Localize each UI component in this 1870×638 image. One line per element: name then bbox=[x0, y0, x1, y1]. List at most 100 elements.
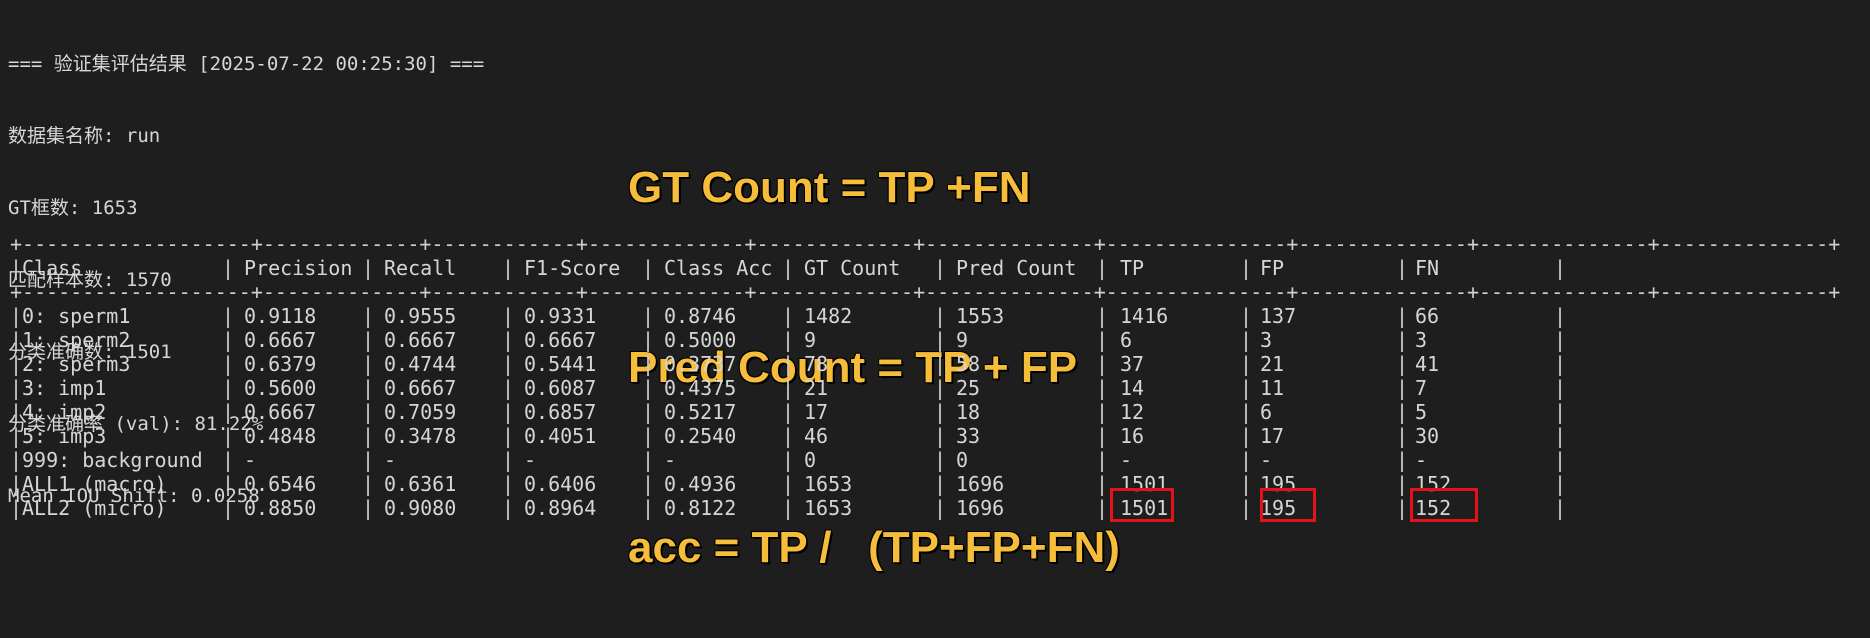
column-separator: | bbox=[222, 328, 235, 352]
column-separator: | bbox=[642, 304, 655, 328]
cell-gt-count: 1653 bbox=[804, 472, 853, 496]
column-separator: | bbox=[1096, 304, 1109, 328]
cell-class: 5: imp3 bbox=[22, 424, 107, 448]
cell-recall: - bbox=[384, 448, 397, 472]
cell-tp: TP bbox=[1120, 256, 1145, 280]
cell-gt-count: 78 bbox=[804, 352, 829, 376]
cell-class: ALL1 (macro) bbox=[22, 472, 167, 496]
cell-f1-score: 0.9331 bbox=[524, 304, 597, 328]
cell-recall: 0.9080 bbox=[384, 496, 457, 520]
cell-tp: 14 bbox=[1120, 376, 1145, 400]
column-separator: | bbox=[642, 472, 655, 496]
table-row-all1-macro: | | | | | | | | | | | ALL1 (macro) 0.6546 0.6361 0.640… bbox=[10, 472, 1870, 496]
column-separator: | bbox=[1396, 256, 1409, 280]
column-separator: | bbox=[782, 352, 795, 376]
cell-fn: 3 bbox=[1415, 328, 1428, 352]
cell-class-acc: 0.8122 bbox=[664, 496, 737, 520]
cell-pred-count: 1553 bbox=[956, 304, 1005, 328]
cell-fp: 11 bbox=[1260, 376, 1285, 400]
cell-tp: 16 bbox=[1120, 424, 1145, 448]
cell-class-acc: 0.5000 bbox=[664, 328, 737, 352]
column-separator: | bbox=[1396, 448, 1409, 472]
column-separator: | bbox=[10, 448, 23, 472]
column-separator: | bbox=[782, 304, 795, 328]
column-separator: | bbox=[362, 496, 375, 520]
highlight-fp-box bbox=[1260, 488, 1316, 522]
column-separator: | bbox=[1554, 304, 1567, 328]
column-separator: | bbox=[1096, 448, 1109, 472]
column-separator: | bbox=[502, 376, 515, 400]
column-separator: | bbox=[782, 400, 795, 424]
cell-fn: 66 bbox=[1415, 304, 1440, 328]
column-separator: | bbox=[1396, 376, 1409, 400]
cell-tp: 1501 bbox=[1120, 496, 1169, 520]
column-separator: | bbox=[10, 352, 23, 376]
cell-f1-score: F1-Score bbox=[524, 256, 621, 280]
cell-fp: 3 bbox=[1260, 328, 1273, 352]
cell-class-acc: 0.4936 bbox=[664, 472, 737, 496]
cell-f1-score: - bbox=[524, 448, 537, 472]
cell-precision: 0.5600 bbox=[244, 376, 317, 400]
cell-fn: 152 bbox=[1415, 472, 1452, 496]
column-separator: | bbox=[362, 328, 375, 352]
column-separator: | bbox=[10, 400, 23, 424]
formula-pred-count: Pred Count = TP + FP bbox=[628, 343, 1078, 392]
cell-class-acc: 0.3737 bbox=[664, 352, 737, 376]
column-separator: | bbox=[222, 400, 235, 424]
column-separator: | bbox=[362, 400, 375, 424]
column-separator: | bbox=[10, 376, 23, 400]
cell-gt-count: 1653 bbox=[804, 496, 853, 520]
column-separator: | bbox=[1396, 496, 1409, 520]
column-separator: | bbox=[1396, 400, 1409, 424]
cell-gt-count: 9 bbox=[804, 328, 817, 352]
cell-fp: 17 bbox=[1260, 424, 1285, 448]
cell-pred-count: 58 bbox=[956, 352, 981, 376]
cell-precision: Precision bbox=[244, 256, 353, 280]
column-separator: | bbox=[362, 376, 375, 400]
cell-tp: 1416 bbox=[1120, 304, 1169, 328]
cell-fp: 6 bbox=[1260, 400, 1273, 424]
column-separator: | bbox=[934, 256, 947, 280]
cell-fp: - bbox=[1260, 448, 1273, 472]
column-separator: | bbox=[1240, 328, 1253, 352]
cell-pred-count: 25 bbox=[956, 376, 981, 400]
cell-precision: 0.8850 bbox=[244, 496, 317, 520]
cell-precision: 0.6379 bbox=[244, 352, 317, 376]
cell-f1-score: 0.6857 bbox=[524, 400, 597, 424]
column-separator: | bbox=[1240, 376, 1253, 400]
summary-matched: 匹配样本数: 1570 bbox=[8, 269, 172, 291]
column-separator: | bbox=[934, 400, 947, 424]
cell-class: 3: imp1 bbox=[22, 376, 107, 400]
cell-fn: FN bbox=[1415, 256, 1440, 280]
column-separator: | bbox=[10, 472, 23, 496]
cell-precision: 0.6546 bbox=[244, 472, 317, 496]
cell-class-acc: 0.2540 bbox=[664, 424, 737, 448]
cell-class-acc: 0.4375 bbox=[664, 376, 737, 400]
column-separator: | bbox=[1554, 352, 1567, 376]
column-separator: | bbox=[1096, 376, 1109, 400]
highlight-fn-box bbox=[1410, 488, 1478, 522]
column-separator: | bbox=[1240, 424, 1253, 448]
column-separator: | bbox=[1240, 472, 1253, 496]
summary-accuracy: 分类准确率 (val): 81.22% bbox=[8, 413, 264, 435]
column-separator: | bbox=[782, 376, 795, 400]
column-separator: | bbox=[222, 472, 235, 496]
column-separator: | bbox=[1096, 352, 1109, 376]
column-separator: | bbox=[642, 352, 655, 376]
column-separator: | bbox=[1240, 352, 1253, 376]
cell-pred-count: 18 bbox=[956, 400, 981, 424]
column-separator: | bbox=[10, 424, 23, 448]
cell-pred-count: 1696 bbox=[956, 472, 1005, 496]
table-row-imp2: | | | | | | | | | | | 4: imp2 0.6667 0.7059 0.6857 0.52… bbox=[10, 400, 1870, 424]
cell-recall: Recall bbox=[384, 256, 457, 280]
cell-recall: 0.3478 bbox=[384, 424, 457, 448]
cell-class-acc: Class Acc bbox=[664, 256, 773, 280]
column-separator: | bbox=[934, 448, 947, 472]
column-separator: | bbox=[1396, 424, 1409, 448]
column-separator: | bbox=[642, 496, 655, 520]
column-separator: | bbox=[934, 304, 947, 328]
cell-fn: 41 bbox=[1415, 352, 1440, 376]
column-separator: | bbox=[362, 256, 375, 280]
column-separator: | bbox=[642, 424, 655, 448]
cell-gt-count: GT Count bbox=[804, 256, 901, 280]
